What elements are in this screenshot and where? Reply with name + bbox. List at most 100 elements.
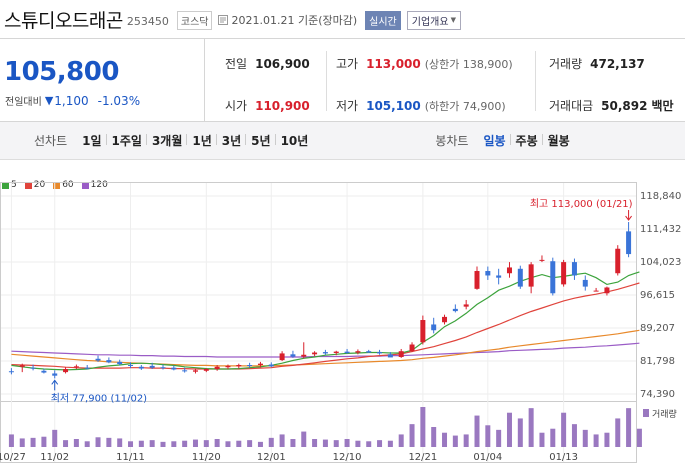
max-arrow-head [625,215,632,221]
tab-1d[interactable]: 1일 [82,134,102,148]
tab-5y[interactable]: 5년 [245,132,275,149]
realtime-button[interactable]: 실시간 [365,10,401,30]
ma120-line [11,342,640,358]
candle-body [214,366,220,370]
x-tick-label: 12/10 [333,452,362,463]
stat-volume: 거래량 472,137 [549,55,645,72]
candle-body [268,364,274,367]
stat-value: 50,892 [601,98,648,113]
legend-ma5: 5 [2,180,17,190]
stat-value: 110,900 [255,98,310,113]
candle-body [506,267,512,274]
candle-body [615,248,621,274]
y-tick-label: 104,023 [640,257,681,268]
tab-1y[interactable]: 1년 [186,132,216,149]
volume-bar [203,440,209,447]
volume-bar [626,408,632,447]
chart-frame [0,182,637,463]
candle-body [593,290,599,292]
stat-sub: (상한가 138,900) [424,57,513,71]
candle-body [247,365,253,367]
volume-bar [344,439,350,447]
legend-swatch [2,181,9,189]
chart-period-tabs: 선차트 1일 1주일 3개월 1년 3년 5년 10년 봉차트 일봉 주봉 월봉 [0,122,685,160]
tab-1w[interactable]: 1주일 [105,132,147,149]
volume-bar [117,438,123,447]
tab-daily[interactable]: 일봉 [483,134,506,148]
candlestick-chart[interactable]: 5 20 60 120 118,840 111,432 104,023 96,615 8… [0,160,685,465]
candle-body [550,261,556,294]
company-info-dropdown[interactable]: 기업개요 ▼ [406,10,461,30]
x-tick-label: 01/13 [549,452,578,463]
volume-bar [182,440,188,447]
tab-3m[interactable]: 3개월 [145,132,187,149]
chart-canvas[interactable]: 118,840 111,432 104,023 96,615 89,207 81,798 7… [0,160,685,465]
candle-body [626,231,632,255]
volume-bar [30,437,36,447]
volume-bar [268,437,274,447]
volume-bar [517,418,523,447]
x-tick-label: 01/04 [473,452,502,463]
ma5-line [11,271,640,371]
tab-monthly[interactable]: 월봉 [541,132,575,149]
min-arrow-head [51,379,59,385]
stat-label: 거래량 [549,57,583,71]
volume-bar [236,440,242,447]
volume-bar [214,439,220,447]
tab-3y[interactable]: 3년 [215,132,246,149]
down-arrow-icon: ▼ [44,94,54,107]
volume-bar [301,431,307,447]
stat-sub: (하한가 74,900) [424,99,506,113]
stock-name: 스튜디오드래곤 [4,9,123,32]
volume-bar [171,441,177,447]
legend-swatch [24,181,32,189]
volume-bar [387,440,393,447]
volume-bar [409,424,415,447]
stat-label: 저가 [336,99,359,113]
volume-bar [485,425,491,447]
candle-body [149,365,155,368]
candle-body [420,320,426,343]
tab-weekly[interactable]: 주봉 [509,132,543,149]
x-tick-label: 10/27 [0,452,26,463]
volume-bar [604,432,610,447]
change-row: 전일대비 ▼ 1,100 -1.03% [5,93,140,109]
legend-swatch [81,181,89,189]
candle-body [452,308,458,312]
candle-body [128,365,134,367]
volume-bar [257,441,263,447]
candle-body [225,365,231,368]
volume-bar [247,440,253,447]
volume-bar [539,432,545,447]
stat-turnover: 거래대금 50,892 백만 [549,97,674,114]
volume-bar [636,428,642,447]
candle-body [344,351,350,353]
stat-label: 전일 [225,57,248,71]
candle-body [474,271,480,289]
stat-open: 시가 110,900 [225,97,310,114]
stat-unit: 백만 [651,99,674,113]
candle-body [604,287,610,294]
volume-bar [149,440,155,447]
candle-body [582,279,588,287]
tab-10y[interactable]: 10년 [274,132,314,149]
stat-value: 472,137 [590,56,645,71]
candle-body [463,304,469,307]
candle-body [236,365,242,367]
volume-bar [561,412,567,447]
volume-bar [73,439,79,447]
legend-label: 20 [33,180,46,190]
volume-bar [550,428,556,447]
volume-bar [95,437,101,447]
candle-body [106,360,112,363]
candle-tab-group: 봉차트 일봉 주봉 월봉 [435,132,574,149]
candle-body [496,275,502,278]
volume-bar [442,432,448,447]
company-info-label: 기업개요 [411,16,449,28]
candle-body [312,352,318,355]
volume-bar [279,434,285,447]
volume-bar [463,434,469,447]
y-tick-label: 74,390 [640,389,675,400]
candle-body [182,370,188,372]
x-tick-label: 11/20 [192,452,221,463]
